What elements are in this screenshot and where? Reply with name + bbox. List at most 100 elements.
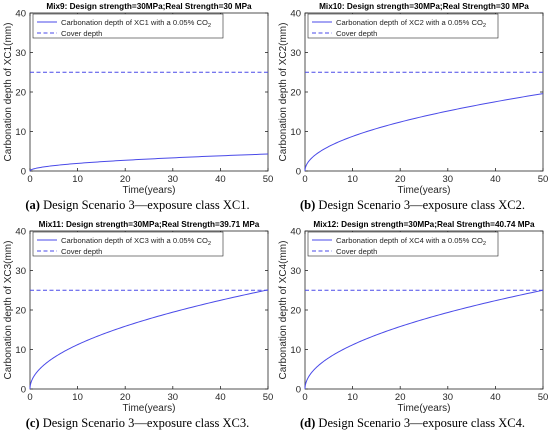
- caption-a-tag: (a): [25, 198, 40, 212]
- legend-label-text: Carbonation depth of XC4 with a 0.05% CO: [336, 236, 483, 245]
- caption-b: (b) Design Scenario 3—exposure class XC2…: [275, 198, 550, 213]
- x-tick-label: 40: [215, 392, 226, 403]
- chart-panel-b: Mix10: Design strength=30MPa;Real Streng…: [275, 0, 550, 218]
- x-axis-label: Time(years): [123, 185, 176, 196]
- x-tick-label: 30: [443, 174, 454, 185]
- chart-panel-d: Mix12: Design strength=30MPa;Real Streng…: [275, 218, 550, 436]
- legend-label: Cover depth: [61, 29, 102, 38]
- x-tick-label: 20: [120, 174, 131, 185]
- legend-label: Carbonation depth of XC1 with a 0.05% CO…: [61, 18, 211, 29]
- x-tick-label: 10: [72, 392, 83, 403]
- y-tick-label: 20: [290, 88, 301, 99]
- y-tick-label: 30: [290, 266, 301, 277]
- x-tick-label: 10: [347, 392, 358, 403]
- y-tick-label: 30: [15, 48, 26, 59]
- legend-box: [32, 13, 224, 39]
- x-tick-label: 30: [443, 392, 454, 403]
- legend-label: Cover depth: [61, 247, 102, 256]
- y-tick-label: 10: [15, 127, 26, 138]
- y-tick-label: 30: [15, 266, 26, 277]
- chart-title: Mix9: Design strength=30MPa;Real Strengt…: [46, 2, 252, 11]
- carbonation-depth-line: [304, 289, 544, 390]
- x-tick-label: 30: [168, 392, 179, 403]
- legend-label-text: Cover depth: [61, 29, 102, 38]
- y-tick-label: 20: [15, 88, 26, 99]
- caption-d-tag: (d): [300, 416, 316, 430]
- legend-label-subscript: 2: [208, 241, 211, 247]
- x-tick-label: 0: [302, 174, 307, 185]
- x-axis-label: Time(years): [123, 403, 176, 414]
- legend-label: Carbonation depth of XC3 with a 0.05% CO…: [61, 236, 211, 247]
- legend-label-subscript: 2: [483, 23, 486, 29]
- plot-area: [29, 12, 269, 172]
- x-tick-label: 0: [27, 392, 32, 403]
- caption-c-tag: (c): [25, 416, 40, 430]
- x-tick-label: 20: [395, 392, 406, 403]
- caption-d: (d) Design Scenario 3—exposure class XC4…: [275, 416, 550, 431]
- legend-label: Cover depth: [336, 247, 377, 256]
- x-tick-label: 0: [27, 174, 32, 185]
- x-tick-label: 40: [490, 174, 501, 185]
- legend-label-subscript: 2: [483, 241, 486, 247]
- x-axis-label: Time(years): [398, 403, 451, 414]
- legend-label: Cover depth: [336, 29, 377, 38]
- chart-panel-a: Mix9: Design strength=30MPa;Real Strengt…: [0, 0, 275, 218]
- x-tick-label: 10: [72, 174, 83, 185]
- y-tick-label: 0: [21, 385, 26, 396]
- y-tick-label: 0: [296, 385, 301, 396]
- x-tick-label: 30: [168, 174, 179, 185]
- chart-panel-c: Mix11: Design strength=30MPa;Real Streng…: [0, 218, 275, 436]
- y-tick-label: 40: [290, 9, 301, 20]
- y-axis-label: Carbonation depth of XC2(mm): [278, 23, 289, 162]
- y-tick-label: 0: [296, 167, 301, 178]
- chart-b-svg: Mix10: Design strength=30MPa;Real Streng…: [278, 2, 549, 196]
- caption-c-text: Design Scenario 3—exposure class XC3.: [42, 416, 250, 430]
- legend-label-subscript: 2: [208, 23, 211, 29]
- caption-a-text: Design Scenario 3—exposure class XC1.: [43, 198, 250, 212]
- x-tick-label: 20: [395, 174, 406, 185]
- legend-box: [307, 13, 499, 39]
- chart-a-svg: Mix9: Design strength=30MPa;Real Strengt…: [3, 2, 274, 196]
- caption-d-text: Design Scenario 3—exposure class XC4.: [318, 416, 525, 430]
- x-tick-label: 20: [120, 392, 131, 403]
- caption-c: (c) Design Scenario 3—exposure class XC3…: [0, 416, 275, 431]
- legend-label: Carbonation depth of XC4 with a 0.05% CO…: [336, 236, 486, 247]
- chart-c-svg: Mix11: Design strength=30MPa;Real Streng…: [3, 220, 274, 414]
- legend-label: Carbonation depth of XC2 with a 0.05% CO…: [336, 18, 486, 29]
- y-tick-label: 40: [15, 227, 26, 238]
- caption-b-tag: (b): [300, 198, 316, 212]
- x-tick-label: 40: [490, 392, 501, 403]
- x-axis-label: Time(years): [398, 185, 451, 196]
- y-tick-label: 0: [21, 167, 26, 178]
- y-tick-label: 20: [15, 306, 26, 317]
- x-tick-label: 0: [302, 392, 307, 403]
- x-tick-label: 50: [538, 174, 549, 185]
- y-axis-label: Carbonation depth of XC4(mm): [278, 241, 289, 380]
- carbonation-depth-line: [29, 289, 269, 390]
- y-axis-label: Carbonation depth of XC1(mm): [3, 23, 14, 162]
- y-tick-label: 30: [290, 48, 301, 59]
- legend-label-text: Cover depth: [336, 247, 377, 256]
- legend-label-text: Cover depth: [61, 247, 102, 256]
- chart-title: Mix10: Design strength=30MPa;Real Streng…: [319, 2, 529, 11]
- plot-area: [29, 230, 269, 390]
- caption-a: (a) Design Scenario 3—exposure class XC1…: [0, 198, 275, 213]
- chart-title: Mix11: Design strength=30MPa;Real Streng…: [39, 220, 260, 229]
- y-tick-label: 40: [15, 9, 26, 20]
- carbonation-depth-line: [304, 93, 544, 172]
- plot-area: [304, 230, 544, 390]
- carbonation-depth-line: [29, 153, 269, 172]
- legend-label-text: Cover depth: [336, 29, 377, 38]
- x-tick-label: 50: [263, 392, 274, 403]
- legend-box: [32, 231, 224, 257]
- legend-box: [307, 231, 499, 257]
- y-tick-label: 20: [290, 306, 301, 317]
- y-tick-label: 10: [290, 127, 301, 138]
- legend-label-text: Carbonation depth of XC1 with a 0.05% CO: [61, 18, 208, 27]
- x-tick-label: 50: [538, 392, 549, 403]
- x-tick-label: 40: [215, 174, 226, 185]
- x-tick-label: 50: [263, 174, 274, 185]
- chart-d-svg: Mix12: Design strength=30MPa;Real Streng…: [278, 220, 549, 414]
- legend-label-text: Carbonation depth of XC3 with a 0.05% CO: [61, 236, 208, 245]
